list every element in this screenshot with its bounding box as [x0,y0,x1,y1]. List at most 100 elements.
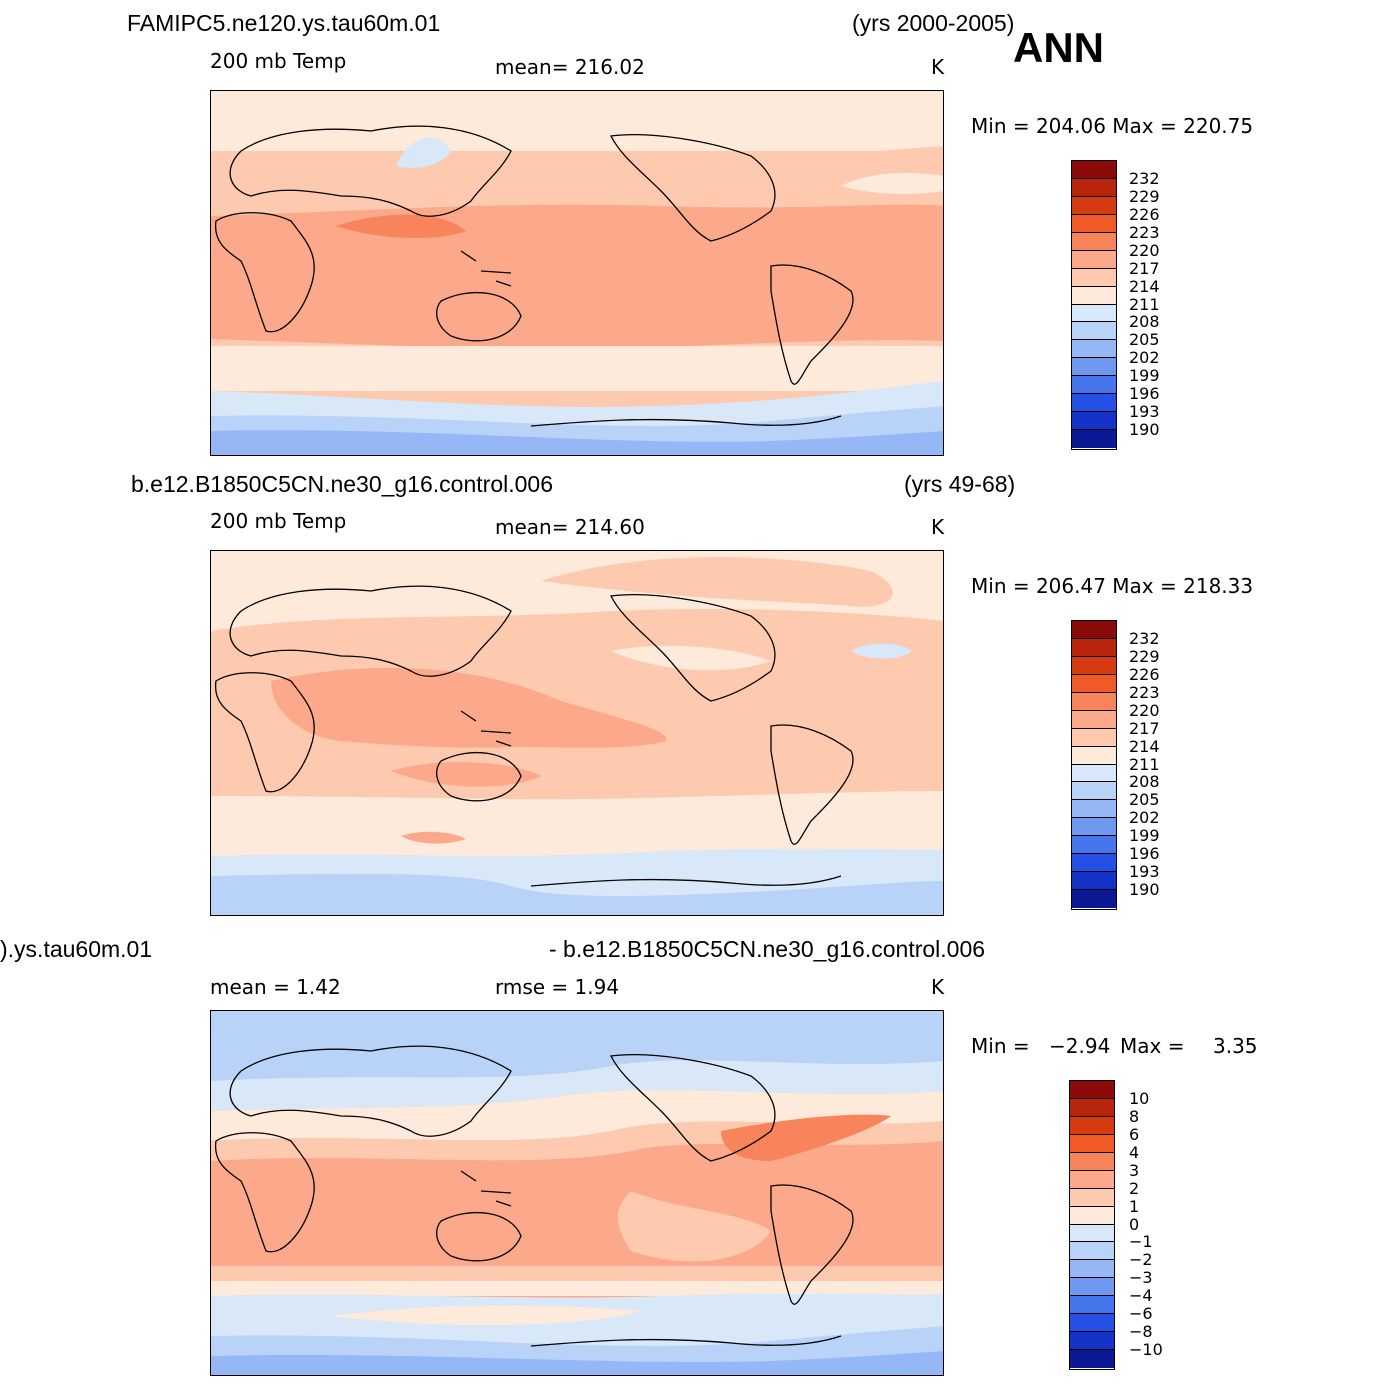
colorbar-tick-label: 214 [1129,736,1160,756]
colorbar-tick-label: 196 [1129,384,1160,404]
colorbar-tick-label: −4 [1129,1286,1153,1306]
colorbar-swatch [1072,890,1116,908]
colorbar-tick-label: 202 [1129,348,1160,368]
panel2-field: 200 mb Temp [210,509,347,533]
panel2-minmax: Min = 206.47 Max = 218.33 [971,574,1254,598]
colorbar-swatch [1072,214,1116,233]
colorbar-swatch [1072,872,1116,891]
colorbar-tick-label: 193 [1129,402,1160,422]
colorbar-swatch [1072,800,1116,819]
colorbar-swatch [1072,818,1116,837]
colorbar-swatch [1072,656,1116,675]
panel3-max-value: 3.35 [1213,1034,1258,1058]
colorbar-tick-label: 214 [1129,276,1160,296]
colorbar-swatch [1072,376,1116,395]
colorbar-tick-label: 8 [1129,1106,1140,1126]
colorbar-swatch [1072,322,1116,341]
colorbar-tick-label: 190 [1129,420,1160,440]
colorbar-tick-label: 196 [1129,844,1160,864]
panel1-map [210,90,944,456]
colorbar-swatch [1070,1116,1114,1135]
colorbar-swatch [1072,358,1116,377]
colorbar-swatch [1072,268,1116,287]
colorbar-swatch [1072,692,1116,711]
colorbar-tick-label: 211 [1129,294,1160,314]
panel1-case-name: FAMIPC5.ne120.ys.tau60m.01 [127,10,441,36]
colorbar-swatch [1072,782,1116,801]
colorbar-tick-label: 199 [1129,826,1160,846]
colorbar-tick-label: 3 [1129,1160,1140,1180]
colorbar-tick-label: 4 [1129,1142,1140,1162]
colorbar-tick-label: 232 [1129,168,1160,188]
colorbar-tick-label: 205 [1129,790,1160,810]
colorbar-tick-label: 220 [1129,700,1160,720]
colorbar-swatch [1072,250,1116,269]
colorbar-swatch [1072,728,1116,747]
colorbar-swatch [1070,1278,1114,1297]
colorbar-tick-label: −6 [1129,1304,1153,1324]
panel1-field: 200 mb Temp [210,49,347,73]
panel2-units: K [931,515,945,539]
panel2-mean: mean= 214.60 [495,515,645,539]
colorbar-swatch [1072,854,1116,873]
colorbar-tick-label: 229 [1129,186,1160,206]
colorbar-tick-label: 208 [1129,312,1160,332]
colorbar-swatch [1072,836,1116,855]
colorbar-swatch [1072,304,1116,323]
panel3-rmse: rmse = 1.94 [495,975,620,999]
colorbar-tick-label: 232 [1129,628,1160,648]
colorbar-swatch [1072,178,1116,197]
colorbar-tick-label: −1 [1129,1232,1153,1252]
colorbar-tick-label: 211 [1129,754,1160,774]
colorbar-swatch [1072,674,1116,693]
colorbar-swatch [1072,161,1116,179]
panel2-case-name: b.e12.B1850C5CN.ne30_g16.control.006 [131,471,553,497]
colorbar-tick-label: 6 [1129,1124,1140,1144]
panel3-map [210,1010,944,1376]
colorbar-swatch [1072,430,1116,448]
colorbar-swatch [1070,1081,1114,1099]
colorbar-tick-label: −10 [1129,1340,1163,1360]
colorbar-tick-label: −2 [1129,1250,1153,1270]
panel3-case-name-right: - b.e12.B1850C5CN.ne30_g16.control.006 [549,936,986,962]
colorbar-swatch [1072,710,1116,729]
colorbar-tick-label: 202 [1129,808,1160,828]
panel3-min-label: Min = [971,1034,1030,1058]
panel1-minmax: Min = 204.06 Max = 220.75 [971,114,1254,138]
colorbar-tick-label: 193 [1129,862,1160,882]
colorbar-swatch [1070,1188,1114,1207]
colorbar-tick-label: 199 [1129,366,1160,386]
colorbar-swatch [1072,621,1116,639]
panel3-mean: mean = 1.42 [210,975,341,999]
colorbar-swatch [1070,1260,1114,1279]
panel1-colorbar [1071,160,1117,450]
colorbar-swatch [1072,746,1116,765]
colorbar-swatch [1070,1314,1114,1333]
colorbar-swatch [1070,1152,1114,1171]
panel3-units: K [931,975,945,999]
panel3-max-label: Max = [1120,1034,1185,1058]
colorbar-swatch [1072,232,1116,251]
colorbar-swatch [1070,1224,1114,1243]
panel1-years: (yrs 2000-2005) [852,10,1015,36]
colorbar-swatch [1070,1098,1114,1117]
colorbar-tick-label: 217 [1129,258,1160,278]
colorbar-swatch [1070,1242,1114,1261]
panel3-case-name-left: ).ys.tau60m.01 [0,936,153,962]
colorbar-tick-label: 10 [1129,1088,1150,1108]
colorbar-swatch [1072,412,1116,431]
panel3-colorbar [1069,1080,1115,1370]
colorbar-swatch [1072,638,1116,657]
colorbar-tick-label: 217 [1129,718,1160,738]
colorbar-swatch [1070,1332,1114,1351]
colorbar-tick-label: 226 [1129,664,1160,684]
colorbar-tick-label: 190 [1129,880,1160,900]
colorbar-swatch [1070,1296,1114,1315]
panel2-years: (yrs 49-68) [904,471,1016,497]
colorbar-swatch [1072,286,1116,305]
colorbar-tick-label: 226 [1129,204,1160,224]
colorbar-swatch [1072,340,1116,359]
colorbar-tick-label: 1 [1129,1196,1140,1216]
colorbar-swatch [1072,394,1116,413]
colorbar-tick-label: 220 [1129,240,1160,260]
